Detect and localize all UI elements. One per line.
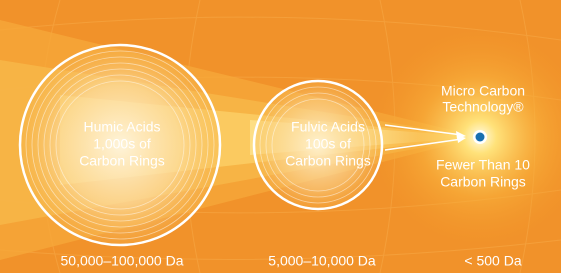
node-label: Fulvic Acids <box>291 119 365 135</box>
micro-carbon-dot <box>473 130 487 144</box>
node-caption: Fewer Than 10 <box>436 157 530 173</box>
infographic: Humic Acids 1,000s of Carbon Rings Fulvi… <box>0 0 561 273</box>
size-label: 50,000–100,000 Da <box>61 253 184 269</box>
node-label: Technology® <box>442 99 524 115</box>
node-caption: Carbon Rings <box>440 174 526 190</box>
size-label: 5,000–10,000 Da <box>268 253 376 269</box>
node-label: 1,000s of <box>93 136 151 152</box>
node-label: 100s of <box>305 136 351 152</box>
node-label: Micro Carbon <box>441 83 525 99</box>
node-label: Carbon Rings <box>285 153 371 169</box>
node-label: Humic Acids <box>83 119 160 135</box>
node-label: Carbon Rings <box>79 153 165 169</box>
size-label: < 500 Da <box>464 253 521 269</box>
